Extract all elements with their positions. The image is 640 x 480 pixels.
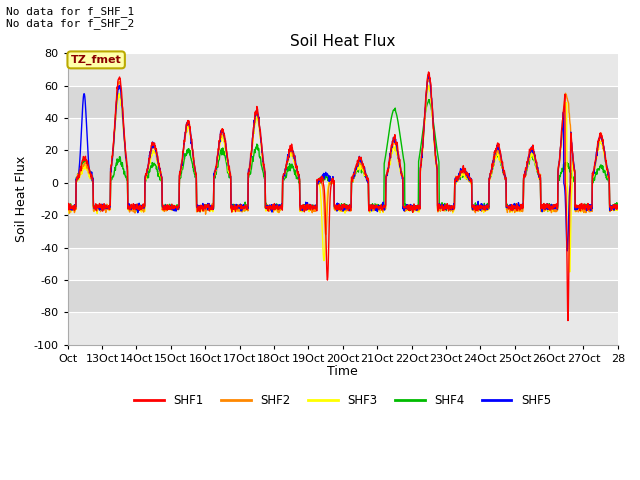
SHF1 [345, 205, 353, 211]
Bar [68, 150, 618, 183]
Bar [68, 215, 618, 248]
SHF3 [566, 269, 573, 275]
Line: SHF2: SHF2 [68, 76, 618, 235]
SHF5 [345, 208, 353, 214]
SHF3 [64, 207, 72, 213]
SHF5 [444, 205, 451, 211]
SHF4 [614, 204, 621, 210]
Line: SHF1: SHF1 [68, 72, 618, 321]
Text: No data for f_SHF_1: No data for f_SHF_1 [6, 6, 134, 17]
SHF3 [312, 207, 320, 213]
X-axis label: Time: Time [327, 365, 358, 378]
SHF1 [444, 201, 451, 206]
Bar [68, 85, 618, 118]
SHF5 [162, 203, 170, 208]
SHF3 [162, 205, 170, 211]
SHF4 [74, 177, 82, 182]
SHF5 [563, 248, 571, 254]
Bar [68, 312, 618, 345]
SHF4 [426, 97, 433, 103]
SHF4 [64, 205, 72, 211]
SHF3 [425, 83, 433, 88]
SHF5 [74, 174, 82, 180]
Line: SHF4: SHF4 [68, 100, 618, 212]
Title: Soil Heat Flux: Soil Heat Flux [290, 34, 396, 49]
SHF2 [322, 232, 330, 238]
Legend: SHF1, SHF2, SHF3, SHF4, SHF5: SHF1, SHF2, SHF3, SHF4, SHF5 [130, 389, 556, 412]
Line: SHF5: SHF5 [68, 75, 618, 251]
Line: SHF3: SHF3 [68, 85, 618, 272]
Bar [68, 183, 618, 215]
SHF1 [64, 204, 72, 210]
Y-axis label: Soil Heat Flux: Soil Heat Flux [15, 156, 28, 242]
SHF3 [345, 207, 353, 213]
SHF5 [64, 205, 72, 211]
Bar [68, 248, 618, 280]
SHF2 [312, 204, 320, 210]
SHF1 [74, 173, 82, 179]
SHF3 [74, 175, 82, 180]
SHF4 [196, 209, 204, 215]
SHF5 [614, 204, 621, 210]
Bar [68, 118, 618, 150]
SHF1 [312, 203, 320, 208]
SHF2 [444, 205, 451, 211]
SHF4 [313, 203, 321, 208]
SHF4 [346, 203, 353, 209]
SHF2 [424, 73, 432, 79]
SHF1 [564, 318, 572, 324]
SHF5 [312, 205, 320, 211]
SHF4 [444, 204, 451, 209]
Text: TZ_fmet: TZ_fmet [71, 55, 122, 65]
Bar [68, 53, 618, 85]
SHF1 [162, 206, 170, 212]
SHF5 [424, 72, 432, 78]
SHF1 [579, 204, 587, 209]
Text: No data for f_SHF_2: No data for f_SHF_2 [6, 18, 134, 29]
SHF2 [346, 205, 353, 211]
Bar [68, 280, 618, 312]
SHF2 [162, 208, 170, 214]
SHF3 [614, 207, 621, 213]
SHF5 [579, 204, 587, 210]
SHF3 [579, 205, 587, 211]
SHF4 [579, 204, 587, 209]
SHF1 [425, 69, 433, 75]
SHF2 [74, 175, 82, 181]
SHF2 [579, 204, 587, 210]
SHF4 [162, 204, 170, 210]
SHF3 [444, 207, 451, 213]
SHF2 [64, 207, 72, 213]
SHF1 [614, 202, 621, 208]
SHF2 [614, 206, 621, 212]
